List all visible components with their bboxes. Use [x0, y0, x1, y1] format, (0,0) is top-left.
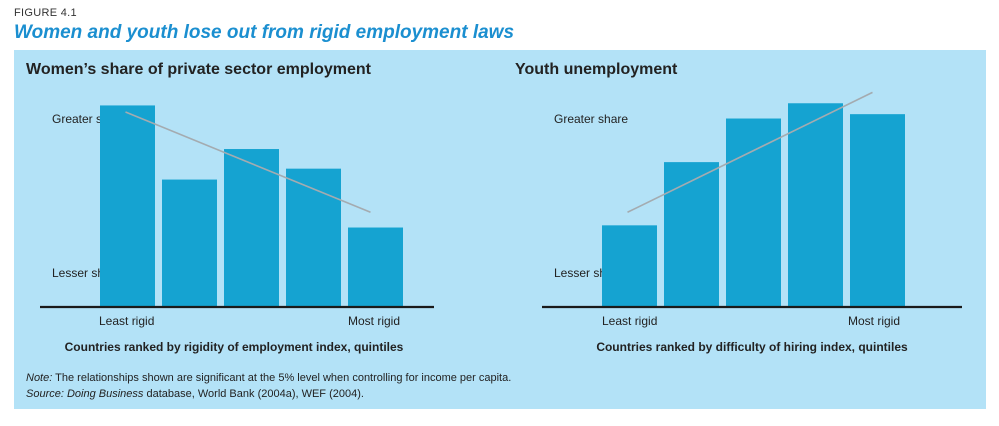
bar-women-q1	[100, 105, 155, 306]
source-italic: Doing Business	[63, 388, 144, 400]
figure-panel: Women’s share of private sector employme…	[14, 50, 986, 409]
bar-youth-q1	[602, 225, 657, 306]
figure-label: FIGURE 4.1	[14, 7, 77, 19]
trend-line-youth	[627, 91, 873, 213]
bar-women-q2	[162, 179, 217, 306]
bar-youth-q3	[726, 118, 781, 307]
chart-title-women: Women’s share of private sector employme…	[26, 61, 371, 78]
bar-youth-q4	[788, 103, 843, 306]
x-tick-most-rigid-youth: Most rigid	[848, 314, 901, 328]
chart-title-youth: Youth unemployment	[515, 61, 678, 78]
trend-line-women	[125, 111, 371, 214]
bar-youth-q2	[664, 162, 719, 306]
y-top-label-youth: Greater share	[554, 112, 629, 126]
note-line: Note: The relationships shown are signif…	[26, 370, 511, 386]
x-axis-label-women: Countries ranked by rigidity of employme…	[64, 340, 404, 354]
note-prefix: Note:	[26, 372, 53, 384]
x-tick-least-rigid-youth: Least rigid	[602, 314, 658, 328]
figure-title: Women and youth lose out from rigid empl…	[14, 22, 515, 43]
bar-youth-q5	[850, 114, 905, 306]
chart-women-employment	[40, 105, 434, 309]
bar-women-q5	[348, 227, 403, 306]
x-tick-most-rigid-women: Most rigid	[348, 314, 401, 328]
figure-note: Note: The relationships shown are signif…	[26, 370, 511, 402]
x-tick-least-rigid-women: Least rigid	[99, 314, 155, 328]
source-prefix: Source:	[26, 388, 64, 400]
note-text: The relationships shown are significant …	[52, 372, 512, 384]
bar-women-q3	[224, 149, 279, 306]
x-axis-label-youth: Countries ranked by difficulty of hiring…	[596, 340, 908, 354]
chart-youth-unemployment	[542, 91, 962, 309]
source-text: database, World Bank (2004a), WEF (2004)…	[143, 388, 364, 400]
source-line: Source: Doing Business database, World B…	[26, 386, 511, 402]
bar-women-q4	[286, 168, 341, 306]
